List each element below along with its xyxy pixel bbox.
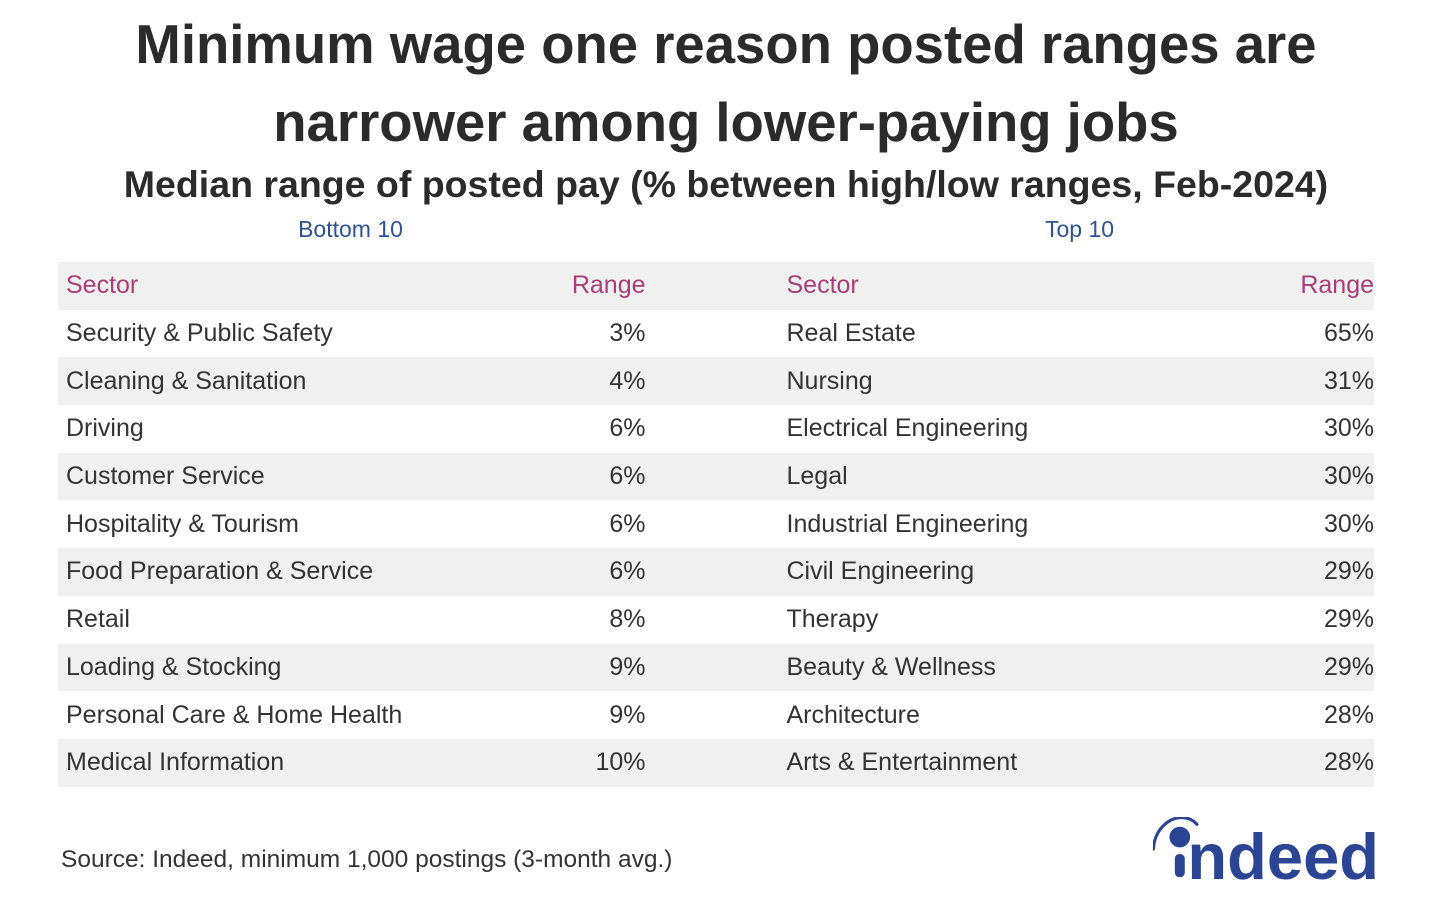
svg-text:ndeed: ndeed xyxy=(1187,820,1379,891)
